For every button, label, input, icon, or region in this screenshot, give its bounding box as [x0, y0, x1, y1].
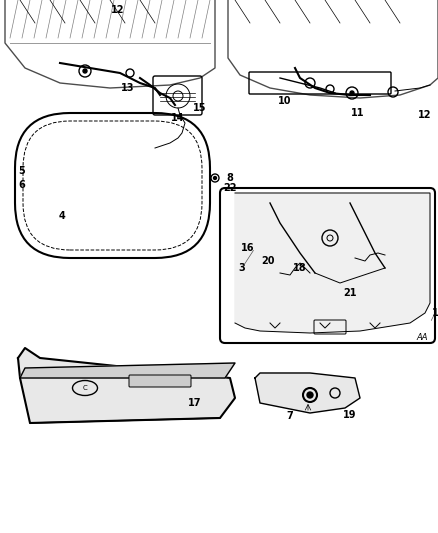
Text: 4: 4	[59, 211, 65, 221]
Text: 7: 7	[286, 411, 293, 421]
Text: 19: 19	[343, 410, 357, 420]
Text: 8: 8	[226, 173, 233, 183]
Text: 11: 11	[351, 108, 365, 118]
Polygon shape	[235, 193, 430, 333]
Text: 12: 12	[418, 110, 432, 120]
Circle shape	[350, 91, 354, 95]
Text: 6: 6	[19, 180, 25, 190]
Text: 17: 17	[188, 398, 202, 408]
FancyBboxPatch shape	[129, 375, 191, 387]
Text: 15: 15	[193, 103, 207, 113]
Circle shape	[83, 69, 87, 73]
Text: 5: 5	[19, 166, 25, 176]
Text: 22: 22	[223, 183, 237, 193]
Text: 3: 3	[239, 263, 245, 273]
Text: 12: 12	[111, 5, 125, 15]
Polygon shape	[18, 348, 235, 423]
Polygon shape	[20, 363, 235, 378]
Text: C: C	[83, 385, 87, 391]
Text: 13: 13	[121, 83, 135, 93]
Polygon shape	[255, 373, 360, 413]
Text: 14: 14	[171, 113, 185, 123]
Circle shape	[307, 392, 313, 398]
Circle shape	[213, 176, 216, 180]
Text: 20: 20	[261, 256, 275, 266]
Text: 18: 18	[293, 263, 307, 273]
Text: 16: 16	[241, 243, 255, 253]
Text: 1: 1	[431, 308, 438, 318]
Text: 21: 21	[343, 288, 357, 298]
Text: AA: AA	[416, 334, 428, 343]
Text: 10: 10	[278, 96, 292, 106]
